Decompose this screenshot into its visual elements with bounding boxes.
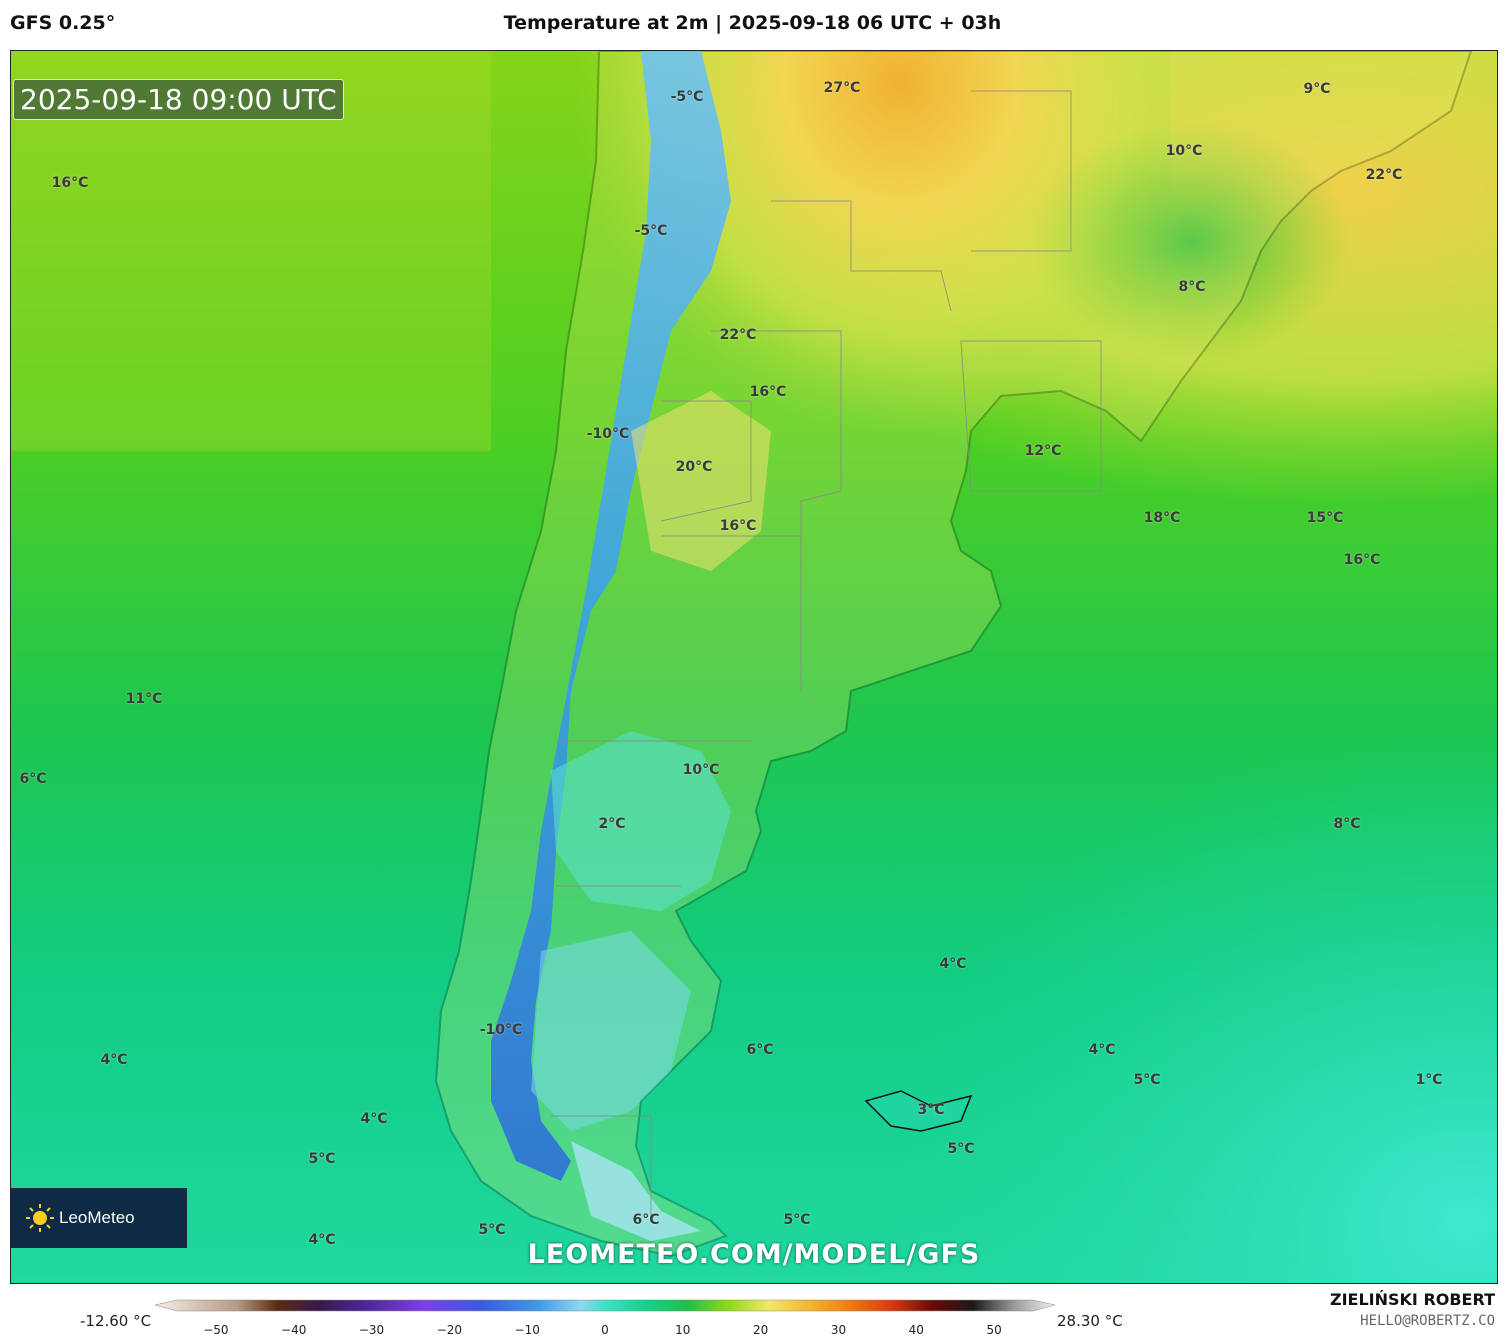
temp-label: 27°C bbox=[823, 80, 861, 96]
colorbar-tick-label: −20 bbox=[436, 1323, 463, 1337]
temp-label: 3°C bbox=[917, 1102, 945, 1118]
temp-label: -5°C bbox=[634, 223, 668, 239]
model-name: GFS 0.25° bbox=[10, 12, 116, 34]
colorbar-tick-label: −10 bbox=[514, 1323, 540, 1337]
temp-label: 16°C bbox=[51, 175, 89, 191]
author-email: HELLO@ROBERTZ.CO bbox=[1360, 1313, 1495, 1329]
temp-label: 9°C bbox=[1303, 81, 1331, 97]
colorbar-tick-label: 30 bbox=[830, 1323, 847, 1337]
temp-label: -10°C bbox=[586, 426, 630, 442]
sun-icon bbox=[26, 1204, 54, 1232]
temp-label: 20°C bbox=[675, 459, 713, 475]
temp-label: 16°C bbox=[1343, 552, 1381, 568]
temp-label: 18°C bbox=[1143, 510, 1181, 526]
logo-text: LeoMeteo bbox=[59, 1208, 135, 1227]
temp-label: 8°C bbox=[1333, 816, 1361, 832]
colorbar-tick-label: 40 bbox=[908, 1323, 924, 1337]
scale-max-label: 28.30 °C bbox=[1057, 1312, 1123, 1330]
map-canvas bbox=[11, 51, 1497, 1283]
temp-label: 6°C bbox=[19, 771, 47, 787]
colorbar-tick-label: −40 bbox=[281, 1323, 307, 1337]
temp-label: 4°C bbox=[939, 956, 967, 972]
temp-label: 5°C bbox=[1133, 1072, 1161, 1088]
temp-label: 5°C bbox=[308, 1151, 336, 1167]
colorbar-tick-label: −30 bbox=[358, 1323, 385, 1337]
temp-label: 4°C bbox=[100, 1052, 128, 1068]
temp-label: 5°C bbox=[478, 1222, 506, 1238]
temperature-map: 2025-09-18 09:00 UTC -5°C 27°C 9°C 10°C … bbox=[10, 50, 1498, 1284]
temp-label: 15°C bbox=[1306, 510, 1344, 526]
colorbar-tick-label: 20 bbox=[752, 1323, 769, 1337]
temp-label: 10°C bbox=[682, 762, 720, 778]
author-name: ZIELIŃSKI ROBERT bbox=[1329, 1290, 1495, 1309]
temp-label: 10°C bbox=[1165, 143, 1203, 159]
temp-label: 2°C bbox=[598, 816, 626, 832]
temp-label: 22°C bbox=[1365, 167, 1403, 183]
temp-label: 6°C bbox=[746, 1042, 774, 1058]
temp-label: 1°C bbox=[1415, 1072, 1443, 1088]
temp-label: 12°C bbox=[1024, 443, 1062, 459]
temp-label: 8°C bbox=[1178, 279, 1206, 295]
temp-label: -10°C bbox=[479, 1022, 523, 1038]
temp-label: 22°C bbox=[719, 327, 757, 343]
temp-label: 5°C bbox=[783, 1212, 811, 1228]
temp-label: -5°C bbox=[670, 89, 704, 105]
site-watermark: LEOMETEO.COM/MODEL/GFS bbox=[527, 1239, 981, 1270]
colorbar-tick-label: 50 bbox=[986, 1323, 1002, 1337]
colorbar-tick-label: 0 bbox=[601, 1323, 609, 1337]
temp-label: 5°C bbox=[947, 1141, 975, 1157]
temp-label: 16°C bbox=[719, 518, 757, 534]
temp-label: 11°C bbox=[125, 691, 163, 707]
temp-label: 16°C bbox=[749, 384, 787, 400]
temp-label: 4°C bbox=[360, 1111, 388, 1127]
scale-min-label: -12.60 °C bbox=[80, 1312, 152, 1330]
temp-label: 6°C bbox=[632, 1212, 660, 1228]
temp-label: 4°C bbox=[308, 1232, 336, 1248]
colorbar-tick-label: 10 bbox=[675, 1323, 691, 1337]
valid-time-badge: 2025-09-18 09:00 UTC bbox=[13, 79, 344, 120]
colorbar bbox=[155, 1299, 1055, 1312]
colorbar-tick-label: −50 bbox=[203, 1323, 229, 1337]
map-title: Temperature at 2m | 2025-09-18 06 UTC + … bbox=[503, 12, 1002, 34]
leometeo-logo: LeoMeteo bbox=[11, 1188, 187, 1248]
temp-label: 4°C bbox=[1088, 1042, 1116, 1058]
